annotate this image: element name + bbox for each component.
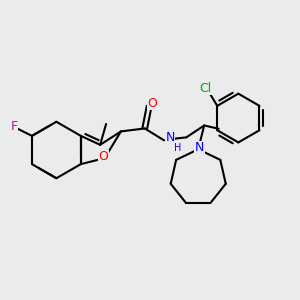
Text: H: H — [174, 143, 181, 153]
Text: O: O — [98, 150, 108, 163]
Text: N: N — [195, 141, 204, 154]
Text: Cl: Cl — [199, 82, 212, 94]
Text: F: F — [11, 121, 18, 134]
Text: O: O — [147, 97, 157, 110]
Text: N: N — [165, 131, 175, 144]
